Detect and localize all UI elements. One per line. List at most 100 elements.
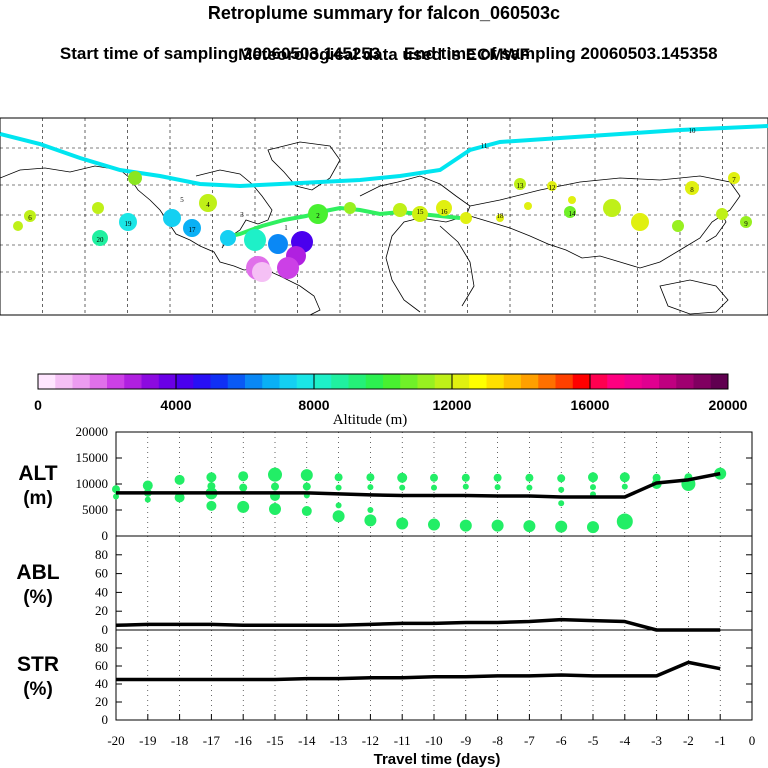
plume-marker xyxy=(92,230,108,246)
altitude-scatter-point xyxy=(587,521,599,534)
y-tick-label: 10000 xyxy=(76,476,109,491)
colorbar-swatch xyxy=(538,374,556,389)
plume-day-label: 16 xyxy=(441,208,449,216)
x-tick-label: -3 xyxy=(651,733,662,748)
y-tick-label: 60 xyxy=(95,658,108,673)
y-tick-label: 20 xyxy=(95,603,108,618)
altitude-scatter-point xyxy=(431,484,437,491)
colorbar-tick-label: 4000 xyxy=(160,397,191,413)
altitude-scatter-point xyxy=(558,500,565,507)
x-tick-label: -1 xyxy=(715,733,726,748)
altitude-scatter-point xyxy=(399,484,406,491)
altitude-scatter-point xyxy=(367,507,374,513)
plume-marker xyxy=(547,181,557,191)
altitude-scatter-point xyxy=(269,502,281,515)
colorbar-swatch xyxy=(365,374,384,389)
colorbar-swatch xyxy=(227,374,246,389)
plume-markers xyxy=(13,171,752,282)
x-tick-label: -11 xyxy=(394,733,411,748)
x-tick-label: -2 xyxy=(683,733,694,748)
colorbar-tick-label: 12000 xyxy=(433,397,472,413)
panel-ylabel: ALT xyxy=(18,462,57,485)
plume-marker xyxy=(728,172,740,184)
colorbar-swatch xyxy=(279,374,298,389)
altitude-scatter-point xyxy=(493,473,502,482)
altitude-scatter-point xyxy=(206,472,217,483)
altitude-scatter-point xyxy=(555,520,568,533)
plume-marker xyxy=(524,202,532,210)
colorbar-swatch xyxy=(710,374,729,389)
colorbar-swatch xyxy=(607,374,625,389)
colorbar-swatch xyxy=(641,374,660,389)
plume-marker xyxy=(393,203,407,217)
colorbar-tick-label: 8000 xyxy=(298,397,329,413)
colorbar-title: Altitude (m) xyxy=(333,412,408,428)
colorbar-swatch xyxy=(210,374,229,389)
end-time: End time of sampling 20060503.145358 xyxy=(403,44,718,63)
x-tick-label: -12 xyxy=(362,733,379,748)
series-line-str xyxy=(116,660,721,682)
plume-marker xyxy=(24,210,36,222)
colorbar-swatch xyxy=(503,374,522,389)
altitude-scatter-point xyxy=(619,472,630,483)
altitude-scatter-point xyxy=(428,518,440,531)
x-tick-label: -15 xyxy=(266,733,283,748)
altitude-scatter-point xyxy=(206,500,217,511)
colorbar-swatch xyxy=(486,374,505,389)
altitude-scatter-point xyxy=(268,467,282,482)
colorbar-swatch xyxy=(572,374,591,389)
plume-marker xyxy=(244,229,266,251)
colorbar-swatch xyxy=(434,374,453,389)
plume-day-label: 4 xyxy=(206,201,210,209)
x-tick-label: -19 xyxy=(139,733,156,748)
colorbar-swatch xyxy=(676,374,694,389)
plume-marker xyxy=(740,216,752,228)
altitude-scatter-point xyxy=(142,480,153,491)
plume-marker xyxy=(436,200,452,216)
colorbar-swatch xyxy=(400,374,418,389)
y-tick-label: 5000 xyxy=(82,502,108,517)
plume-day-label: 3 xyxy=(240,211,244,219)
colorbar-tick-label: 20000 xyxy=(709,397,748,413)
altitude-scatter-point xyxy=(526,484,533,491)
colorbar-swatch xyxy=(624,374,643,389)
map-frame xyxy=(0,117,768,316)
altitude-scatter-point xyxy=(621,483,628,490)
colorbar-swatch xyxy=(296,374,315,389)
colorbar-swatch xyxy=(590,374,608,389)
plume-day-label: 8 xyxy=(690,186,694,194)
altitude-scatter-point xyxy=(334,473,343,482)
x-tick-label: -13 xyxy=(330,733,347,748)
plume-day-label: 7 xyxy=(732,176,736,184)
altitude-scatter-point xyxy=(271,482,279,491)
plume-marker xyxy=(685,181,699,195)
plume-marker xyxy=(460,212,472,224)
y-tick-label: 0 xyxy=(102,622,109,637)
plume-marker xyxy=(199,194,217,212)
colorbar-swatch xyxy=(331,374,349,389)
plume-upper-track xyxy=(0,124,768,189)
x-tick-label: -18 xyxy=(171,733,188,748)
altitude-scatter-point xyxy=(430,473,438,482)
plume-marker xyxy=(252,262,272,282)
y-tick-label: 20 xyxy=(95,694,108,709)
altitude-scatter-point xyxy=(590,484,596,491)
x-tick-label: -14 xyxy=(298,733,316,748)
colorbar-tick-label: 0 xyxy=(34,397,42,413)
x-axis-title: Travel time (days) xyxy=(374,751,501,768)
y-tick-label: 80 xyxy=(95,640,108,655)
colorbar-swatch xyxy=(38,374,56,389)
met-data-line: Meteorological data used is ECMWF xyxy=(238,45,530,64)
altitude-scatter-point xyxy=(238,471,249,482)
plume-marker xyxy=(119,213,137,231)
chart-title: Retroplume summary for falcon_060503c xyxy=(207,3,561,23)
panel-alt: 0 5000 10000 15000 20000 ALT (m) xyxy=(18,424,753,543)
plume-day-label: 5 xyxy=(180,196,184,204)
plume-marker xyxy=(92,202,104,214)
y-tick-label: 40 xyxy=(95,584,108,599)
x-tick-label: -5 xyxy=(588,733,599,748)
altitude-scatter-point xyxy=(396,517,409,530)
asia-coast xyxy=(469,175,741,269)
colorbar-swatch xyxy=(141,374,160,389)
